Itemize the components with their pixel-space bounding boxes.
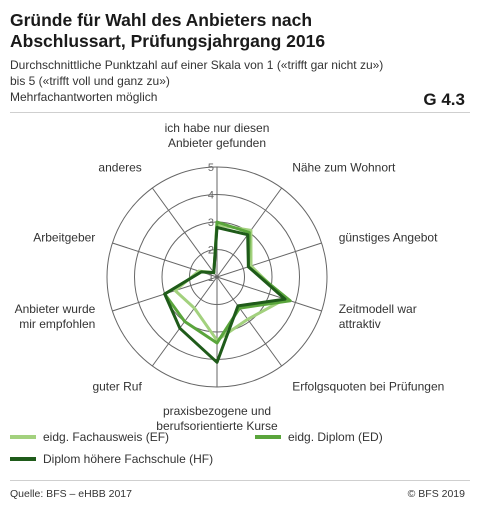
top-divider	[10, 112, 470, 113]
axis-spoke-5	[216, 276, 283, 367]
subtitle-line-1: Durchschnittliche Punktzahl auf einer Sk…	[10, 58, 384, 72]
axis-spoke-3	[216, 242, 322, 278]
chart-code: G 4.3	[423, 90, 465, 109]
legend-label-3: Diplom höhere Fachschule (HF)	[43, 452, 213, 466]
category-label-1-line-1: ich habe nur diesen	[165, 121, 270, 135]
category-label-4-line-1: Zeitmodell war	[339, 302, 417, 316]
bottom-divider	[10, 480, 470, 481]
tick-label-1: 1	[208, 272, 214, 284]
tick-label-5: 5	[208, 162, 214, 174]
tick-label-3: 3	[208, 217, 214, 229]
axis-spoke-10	[151, 187, 218, 278]
category-label-2: Nähe zum Wohnort	[292, 160, 396, 174]
category-label-5: Erfolgsquoten bei Prüfungen	[292, 380, 444, 394]
category-label-8-line-2: mir empfohlen	[19, 317, 95, 331]
axis-spoke-4	[216, 276, 322, 312]
category-label-4-line-2: attraktiv	[339, 317, 381, 331]
series-line-3	[163, 226, 287, 364]
legend-label-1: eidg. Fachausweis (EF)	[43, 430, 169, 444]
tick-label-4: 4	[208, 190, 214, 202]
category-label-8-line-1: Anbieter wurde	[15, 302, 96, 316]
chart-title: Gründe für Wahl des Anbieters nach Absch…	[10, 10, 326, 51]
category-label-6-line-1: praxisbezogene und	[163, 404, 271, 418]
legend-label-2: eidg. Diplom (ED)	[288, 430, 383, 444]
chart-subtitle: Durchschnittliche Punktzahl auf einer Sk…	[10, 57, 410, 105]
category-label-1-line-2: Anbieter gefunden	[168, 136, 266, 150]
category-label-6-line-2: berufsorientierte Kurse	[156, 419, 278, 433]
tick-label-2: 2	[208, 245, 214, 257]
source-note: Quelle: BFS – eHBB 2017	[10, 488, 132, 500]
subtitle-line-2: bis 5 («trifft voll und ganz zu»)	[10, 74, 170, 88]
copyright-note: © BFS 2019	[407, 488, 465, 500]
subtitle-line-3: Mehrfachantworten möglich	[10, 90, 158, 104]
category-label-3: günstiges Angebot	[339, 230, 438, 244]
category-label-7: guter Ruf	[92, 380, 142, 394]
category-label-10: anderes	[98, 160, 141, 174]
category-label-9: Arbeitgeber	[33, 230, 95, 244]
